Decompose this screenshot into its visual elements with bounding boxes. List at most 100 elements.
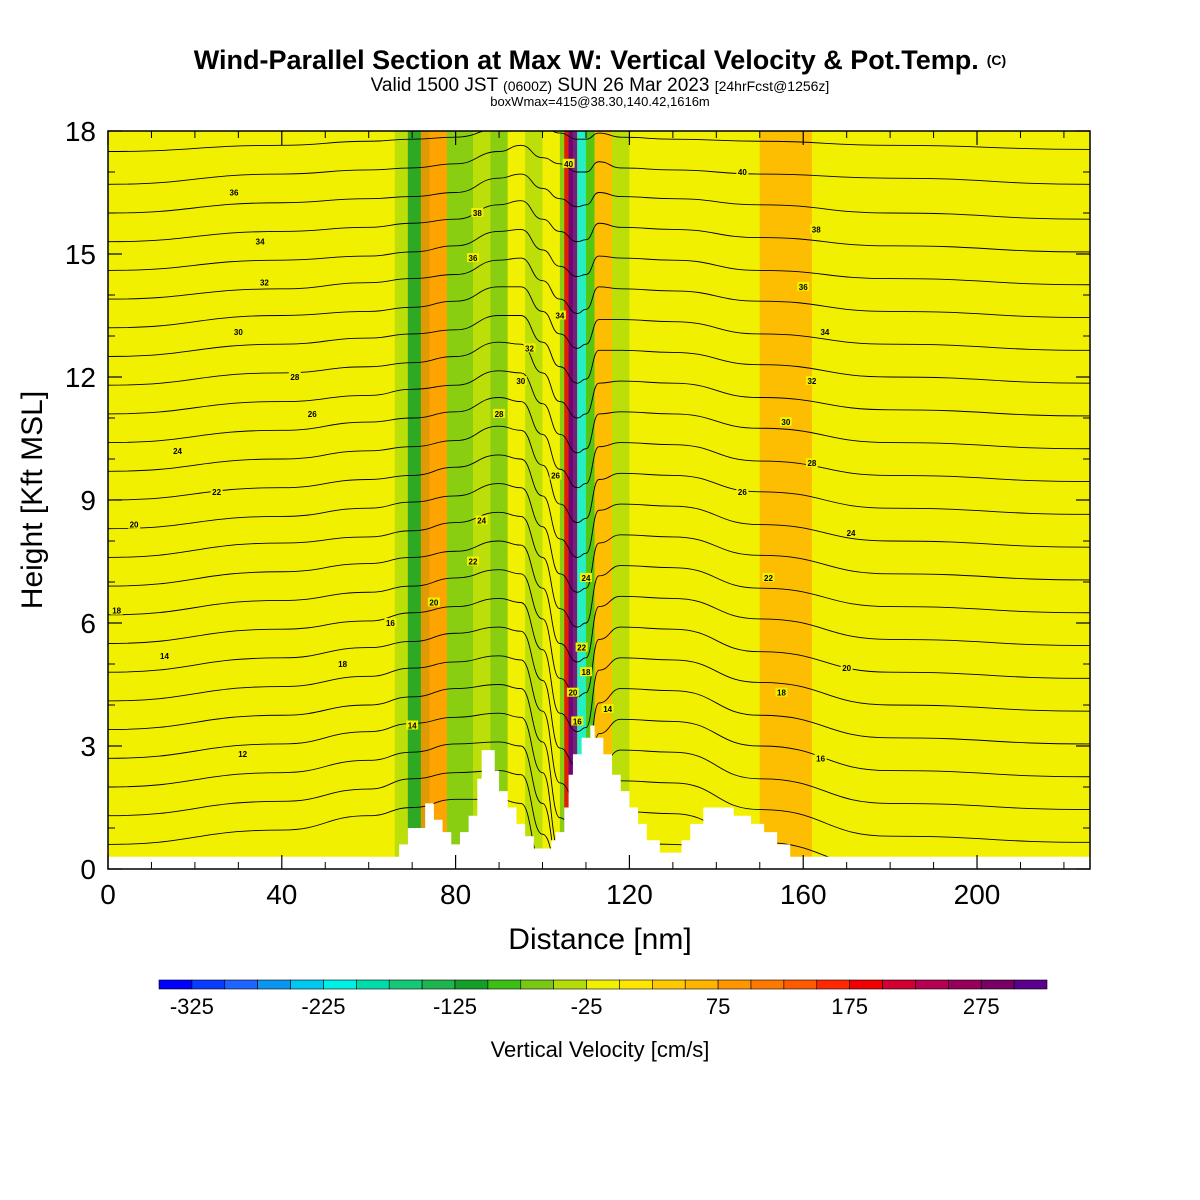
contour-label: 36: [230, 189, 239, 198]
x-tick-label: 120: [606, 879, 653, 910]
colorbar-swatch: [191, 979, 226, 990]
theta-contour: [108, 341, 1090, 419]
velocity-band: [759, 131, 812, 869]
theta-contour: [108, 315, 1090, 384]
contour-label: 38: [812, 225, 821, 234]
contour-label: 14: [160, 652, 169, 661]
contour-label: 20: [429, 599, 438, 608]
y-tick-label: 3: [80, 731, 96, 762]
contour-label: 12: [238, 750, 247, 759]
colorbar-swatch: [257, 979, 291, 990]
contour-label: 18: [582, 668, 591, 677]
contour-label-bg: [818, 326, 831, 336]
contour-label-bg: [805, 376, 818, 386]
terrain-strip-east: [803, 856, 1090, 869]
chart-subtitle: Valid 1500 JST (0600Z) SUN 26 Mar 2023 […: [371, 75, 830, 96]
colorbar-swatch: [290, 979, 324, 990]
contour-label-bg: [236, 749, 249, 759]
contour-label: 40: [738, 168, 747, 177]
contour-label: 38: [473, 209, 482, 218]
contour-label-bg: [406, 720, 419, 730]
colorbar-tick-label: -325: [170, 994, 214, 1019]
contour-label-bg: [805, 458, 818, 468]
contour-label: 32: [260, 279, 269, 288]
contour-label-bg: [258, 277, 271, 287]
velocity-band: [507, 131, 526, 869]
theta-contour: [108, 228, 1090, 286]
velocity-band: [472, 131, 491, 869]
contour-label-bg: [306, 408, 319, 418]
velocity-band: [525, 131, 543, 869]
contour-label-bg: [736, 167, 749, 176]
theta-contour: [108, 483, 1090, 593]
contour-label-bg: [553, 310, 566, 320]
colorbar-swatch: [816, 979, 850, 990]
title-mark: (C): [987, 52, 1006, 68]
x-axis-title: Distance [nm]: [508, 923, 691, 956]
velocity-band: [1003, 131, 1038, 869]
velocity-band: [307, 131, 334, 869]
contour-label: 26: [738, 488, 747, 497]
contour-label: 22: [469, 558, 478, 567]
plot-area: 36 34 32 30 28 26 24 22 20 18 16 14 18 12 14 20 22 24 28 30…: [108, 131, 1090, 869]
contour-label: 14: [603, 705, 612, 714]
velocity-band: [716, 131, 752, 869]
contour-label-bg: [427, 597, 440, 607]
contour-label-bg: [840, 663, 853, 673]
contour-label: 24: [582, 574, 591, 583]
contour-label-bg: [814, 753, 827, 763]
velocity-band: [420, 131, 447, 869]
contour-label-bg: [466, 253, 479, 263]
contour-label-bg: [232, 326, 245, 336]
colorbar-swatch: [619, 979, 653, 990]
colorbar-tick-label: 75: [706, 994, 730, 1019]
colorbar-swatch: [388, 979, 423, 990]
contour-label: 26: [308, 410, 317, 419]
theta-contour: [108, 131, 1090, 152]
contour-label-bg: [514, 376, 527, 386]
colorbar-swatch: [948, 979, 982, 990]
contour-label: 32: [525, 344, 534, 353]
contour-label-bg: [810, 224, 823, 234]
contour-label-bg: [775, 687, 788, 697]
theta-contour: [108, 425, 1090, 524]
x-tick-label: 160: [780, 879, 827, 910]
velocity-band: [446, 131, 473, 869]
contour-label: 16: [386, 619, 395, 628]
y-tick-label: 12: [65, 362, 96, 393]
contour-label-bg: [384, 618, 397, 627]
theta-contour: [108, 173, 1090, 220]
contour-label-bg: [171, 445, 184, 455]
colorbar-title: Vertical Velocity [cm/s]: [491, 1037, 710, 1062]
colorbar-swatch: [849, 979, 883, 990]
velocity-band: [351, 131, 378, 869]
contour-label: 30: [781, 418, 790, 427]
colorbar-tick-label: -125: [433, 994, 477, 1019]
velocity-band: [959, 131, 995, 869]
contour-label: 22: [212, 488, 221, 497]
colorbar-swatch: [520, 979, 554, 990]
contour-label-bg: [228, 187, 241, 197]
velocity-band: [577, 131, 586, 869]
contour-label-bg: [579, 667, 592, 677]
contour-label: 22: [764, 574, 773, 583]
theta-contour: [108, 397, 1090, 489]
contour-label: 36: [799, 283, 808, 292]
theta-contour: [108, 370, 1090, 454]
theta-contour: [108, 770, 1090, 869]
y-tick-label: 0: [80, 854, 96, 885]
theta-contour: [108, 286, 1090, 351]
colorbar-swatch: [750, 979, 785, 990]
contour-label-bg: [762, 572, 775, 582]
contour-label-bg: [158, 650, 171, 660]
theta-contour: [108, 511, 1090, 628]
colorbar-swatch: [553, 979, 587, 990]
colorbar-swatch: [717, 979, 752, 990]
contour-label-bg: [566, 687, 579, 697]
colorbar-swatch: [356, 979, 390, 990]
contour-label-bg: [736, 486, 749, 496]
colorbar-swatch: [487, 979, 522, 990]
colorbar-swatch: [684, 979, 719, 990]
theta-contour: [108, 454, 1090, 558]
